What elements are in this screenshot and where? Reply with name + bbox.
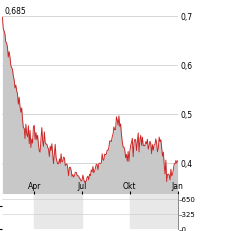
Bar [34,195,82,229]
Text: 0,685: 0,685 [4,7,26,16]
Text: 0,362: 0,362 [69,194,91,203]
Bar [130,195,178,229]
